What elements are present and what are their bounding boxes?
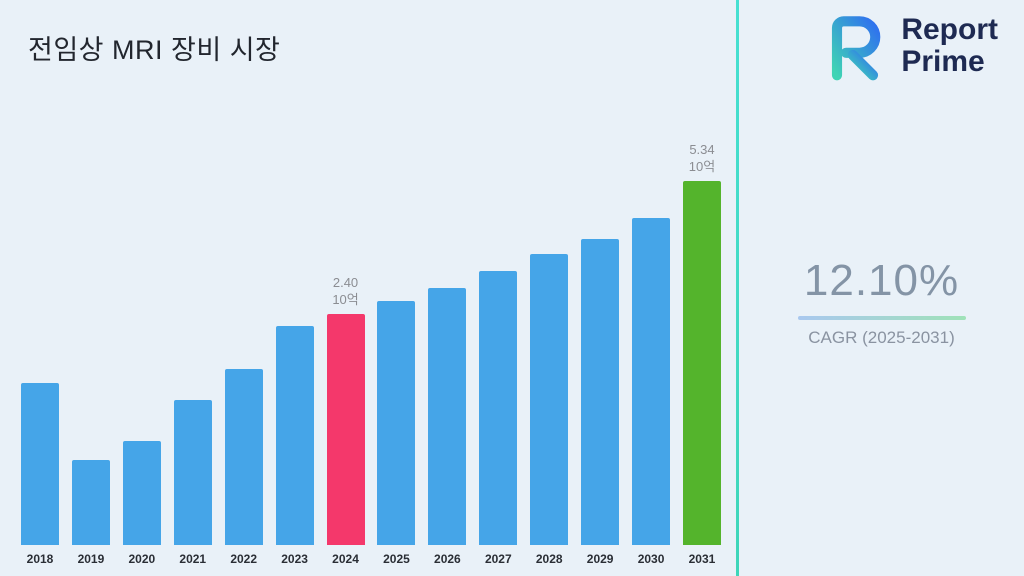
bar [682,181,721,545]
bar-column: 2021 [171,400,215,566]
bar [122,441,161,545]
bar-axis-label: 2020 [128,552,156,566]
cagr-value: 12.10% [803,256,960,305]
bar-axis-label: 2028 [535,552,563,566]
bar [71,460,110,545]
report-prime-logo-icon [832,16,881,81]
bar-column: 2022 [222,369,266,566]
bar-value-line: 2.40 [332,275,359,291]
bar-value-line: 5.34 [689,142,715,158]
bar [428,288,467,545]
right-panel: Report Prime 12.10% CAGR (2025-2031) [739,0,1024,576]
bar [530,254,569,545]
bar-column: 2023 [273,326,317,566]
bar-column: 2026 [425,288,469,566]
bar [581,239,620,545]
cagr-block: 12.10% CAGR (2025-2031) [739,256,1024,348]
bar-column: 2025 [374,301,418,566]
bar-axis-label: 2024 [332,552,359,566]
bar-column: 5.34 10억 2031 [680,142,724,566]
bar [173,400,212,545]
bar-axis-label: 2026 [434,552,461,566]
bar-value-label: 5.34 10억 [689,142,715,176]
bar-axis-label: 2019 [77,552,105,566]
bar-column: 2018 [18,383,62,566]
logo-text-prime: Prime [901,45,985,78]
bar-axis-label: 2031 [688,552,716,566]
bar-column: 2019 [69,460,113,566]
bar [479,271,518,545]
bar [377,301,416,545]
bar-column: 2028 [527,254,571,566]
bar-axis-label: 2029 [586,552,614,566]
bar-value-line: 10억 [332,292,359,308]
logo-text-report: Report [901,12,998,46]
bar-axis-label: 2025 [383,552,410,566]
cagr-label: CAGR (2025-2031) [808,328,955,347]
bar-column: 2.40 10억 2024 [324,275,368,566]
bar [632,218,671,545]
bar-axis-label: 2021 [179,552,207,566]
logo-text: Report Prime [901,12,998,79]
page-title: 전임상 MRI 장비 시장 [28,35,281,66]
logo: Report Prime [819,10,998,82]
cagr-underline [797,316,966,320]
bar-value-line: 10억 [688,159,716,175]
bar [224,369,263,545]
bar-axis-label: 2023 [281,552,308,566]
bar [326,314,365,545]
bar-axis-label: 2022 [230,552,258,566]
bar-column: 2020 [120,441,164,566]
bar-axis-label: 2030 [637,552,665,566]
bar-axis-label: 2027 [484,552,512,566]
bar [275,326,314,545]
bar [21,383,59,545]
bar-column: 2027 [476,271,520,566]
divider-line [736,0,739,576]
bar-column: 2029 [578,239,622,566]
bar-chart: 2018 2019 2020 2021 2022 2023 2.40 10억 2024 2025 2… [18,142,724,566]
bar-axis-label: 2018 [26,552,54,566]
bar-value-label: 2.40 10억 [332,275,358,309]
bar-column: 2030 [629,218,673,566]
